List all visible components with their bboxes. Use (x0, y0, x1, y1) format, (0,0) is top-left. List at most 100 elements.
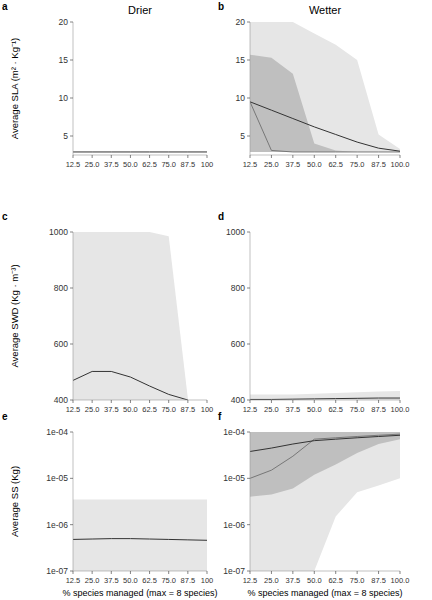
y-tick-label: 400 (54, 395, 68, 405)
y-tick (247, 478, 250, 479)
y-axis (73, 22, 74, 155)
x-tick (92, 155, 93, 158)
x-tick (187, 571, 188, 574)
x-tick (73, 571, 74, 574)
x-tick-label: 62.5 (142, 160, 157, 169)
x-tick-label: 75.0 (350, 576, 365, 585)
x-axis (73, 155, 207, 156)
panel-letter: f (218, 411, 222, 422)
x-tick (378, 400, 379, 403)
x-tick-label: 37.5 (286, 160, 301, 169)
line (250, 398, 400, 399)
panel-letter: e (2, 411, 8, 422)
y-tick (70, 344, 73, 345)
y-tick (70, 136, 73, 137)
y-tick (70, 288, 73, 289)
y-tick-label: 1e-04 (46, 427, 68, 437)
range-band (250, 55, 400, 152)
x-tick (378, 571, 379, 574)
range-band (73, 499, 207, 571)
y-tick-label: 1e-07 (223, 566, 245, 576)
x-tick-label: 100 (201, 405, 214, 414)
x-tick-label: 25.0 (85, 576, 100, 585)
x-tick-label: 12.5 (243, 576, 258, 585)
y-axis (250, 232, 251, 400)
x-tick-label: 100.0 (391, 160, 410, 169)
range-band (250, 391, 400, 400)
panel-letter: a (2, 1, 8, 12)
panel: 510152012.525.037.550.062.575.087.5100.0… (218, 1, 409, 169)
x-tick-label: 25.0 (85, 160, 100, 169)
x-tick (271, 571, 272, 574)
x-axis (73, 571, 207, 572)
x-tick (92, 400, 93, 403)
x-tick (250, 400, 251, 403)
x-tick-label: 100 (201, 576, 214, 585)
x-tick-label: 37.5 (104, 405, 119, 414)
x-axis (250, 155, 400, 156)
y-axis (73, 232, 74, 400)
x-tick (130, 400, 131, 403)
y-tick-label: 1e-04 (223, 427, 245, 437)
y-tick-label: 5 (63, 131, 68, 141)
x-tick-label: 75.0 (350, 405, 365, 414)
line (250, 102, 400, 152)
y-axis (73, 432, 74, 571)
y-tick-label: 10 (236, 93, 246, 103)
panel: 400600800100012.525.037.550.062.575.087.… (218, 211, 409, 414)
x-axis (250, 400, 400, 401)
range-band (250, 432, 400, 497)
x-tick (271, 155, 272, 158)
panel: 510152012.525.037.550.062.575.087.5100aD… (2, 1, 213, 169)
panel: 1e-071e-061e-051e-0412.525.037.550.062.5… (2, 411, 217, 598)
y-tick-label: 400 (231, 395, 245, 405)
x-tick-label: 87.5 (371, 160, 386, 169)
x-tick (357, 400, 358, 403)
y-tick-label: 1e-06 (223, 520, 245, 530)
x-tick-label: 37.5 (104, 576, 119, 585)
x-tick-label: 100.0 (391, 576, 410, 585)
y-tick-label: 5 (240, 131, 245, 141)
x-tick-label: 12.5 (243, 405, 258, 414)
y-tick-label: 15 (236, 55, 246, 65)
panel-letter: c (2, 211, 8, 222)
x-tick (271, 400, 272, 403)
range-band (250, 432, 400, 571)
y-tick (247, 344, 250, 345)
plot-area (250, 432, 400, 571)
y-tick (70, 524, 73, 525)
x-tick (400, 155, 401, 158)
y-axis-label: Average SS (Kg) (9, 466, 20, 537)
range-band (73, 232, 188, 400)
x-tick-label: 25.0 (264, 576, 279, 585)
x-tick-label: 62.5 (142, 405, 157, 414)
y-tick-label: 1000 (49, 227, 68, 237)
y-axis-label: Average SLA (m² · Kg⁻¹) (9, 38, 20, 140)
x-tick (130, 155, 131, 158)
x-tick (335, 571, 336, 574)
y-tick (247, 60, 250, 61)
panel: 1e-071e-061e-051e-0412.525.037.550.062.5… (218, 411, 409, 598)
y-tick (70, 571, 73, 572)
y-tick (70, 232, 73, 233)
x-tick-label: 87.5 (181, 576, 196, 585)
x-tick-label: 62.5 (328, 160, 343, 169)
x-tick (250, 571, 251, 574)
x-tick-label: 62.5 (142, 576, 157, 585)
x-tick (111, 571, 112, 574)
range-band (250, 22, 400, 152)
x-axis (250, 571, 400, 572)
x-tick (92, 571, 93, 574)
y-tick-label: 10 (59, 93, 69, 103)
x-tick (292, 155, 293, 158)
x-tick (111, 400, 112, 403)
x-tick (400, 571, 401, 574)
x-axis-label: % species managed (max = 8 species) (248, 588, 403, 598)
x-tick (168, 400, 169, 403)
x-tick-label: 87.5 (181, 405, 196, 414)
x-tick-label: 37.5 (286, 576, 301, 585)
x-tick (314, 400, 315, 403)
y-tick (247, 288, 250, 289)
title: Wetter (309, 4, 342, 16)
x-tick (111, 155, 112, 158)
